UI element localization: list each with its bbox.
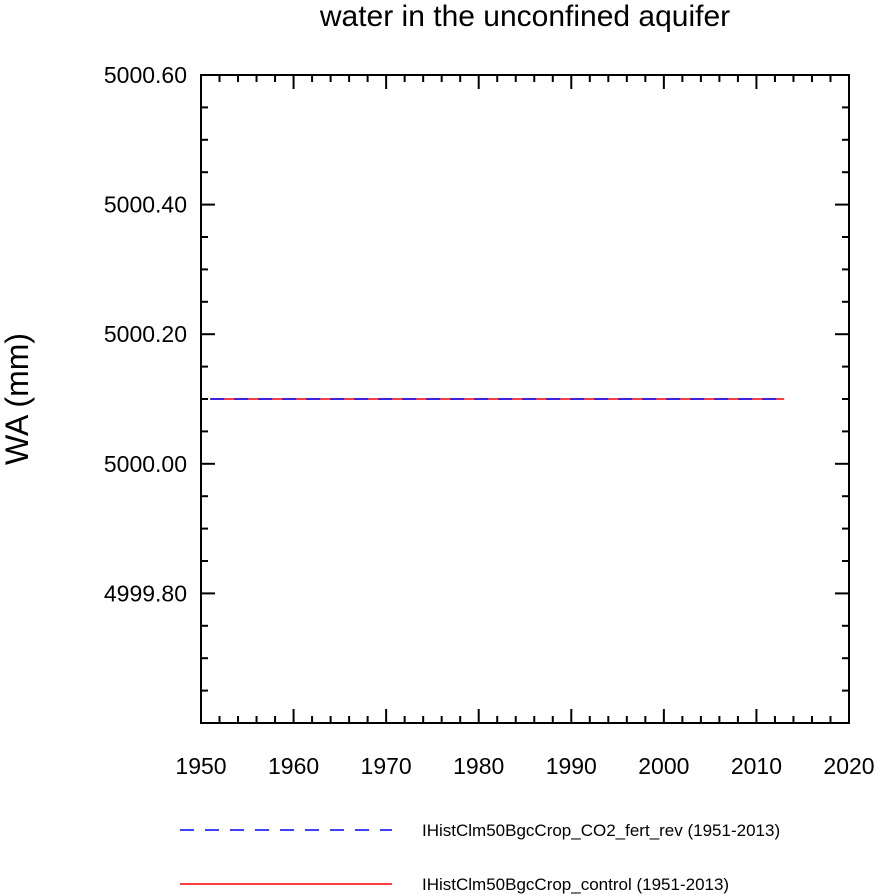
x-tick-labels: 1950 1960 1970 1980 1990 2000 2010 2020 (175, 753, 874, 779)
y-tick-label: 5000.40 (104, 192, 187, 218)
y-tick-label: 5000.00 (104, 451, 187, 477)
x-tick-label: 1960 (268, 753, 319, 779)
x-tick-label: 1970 (361, 753, 412, 779)
x-tick-label: 1990 (546, 753, 597, 779)
y-tick-label: 5000.20 (104, 321, 187, 347)
y-axis-label: WA (mm) (0, 333, 35, 465)
x-tick-label: 2020 (823, 753, 874, 779)
chart-title: water in the unconfined aquifer (319, 0, 730, 33)
x-tick-label: 2010 (731, 753, 782, 779)
legend-label-1: IHistClm50BgcCrop_CO2_fert_rev (1951-201… (422, 821, 780, 840)
x-tick-label: 1980 (453, 753, 504, 779)
y-tick-labels: 4999.80 5000.00 5000.20 5000.40 5000.60 (104, 62, 187, 606)
legend: IHistClm50BgcCrop_CO2_fert_rev (1951-201… (180, 821, 780, 894)
y-tick-label: 5000.60 (104, 62, 187, 88)
x-tick-label: 1950 (175, 753, 226, 779)
axis-ticks (200, 74, 850, 724)
y-tick-label: 4999.80 (104, 580, 187, 606)
legend-label-2: IHistClm50BgcCrop_control (1951-2013) (422, 875, 729, 894)
x-tick-label: 2000 (638, 753, 689, 779)
